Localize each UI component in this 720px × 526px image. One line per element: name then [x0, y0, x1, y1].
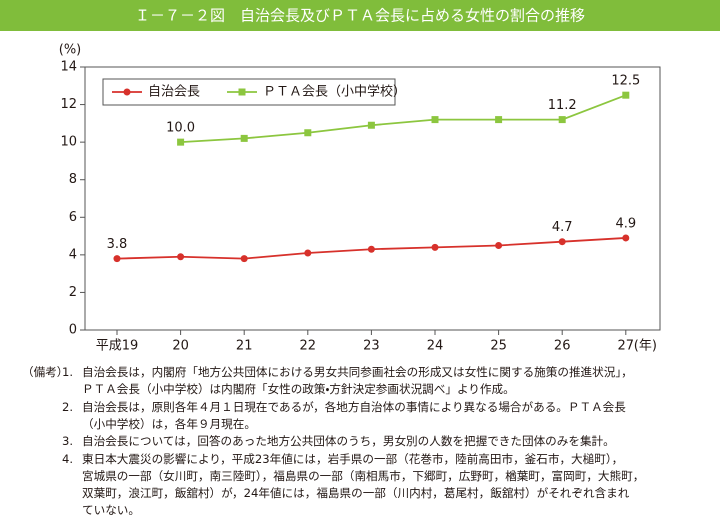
note-number: 3. [62, 434, 74, 449]
data-label: 11.2 [548, 98, 577, 113]
note-item: 2. 自治会長は，原則各年４月１日現在であるが，各地方自治体の事情により異なる場合… [62, 399, 626, 434]
y-unit: (%) [59, 43, 82, 58]
x-tick-label: 20 [172, 339, 189, 354]
point [177, 138, 185, 146]
point [495, 116, 503, 124]
note-line: 自治会長は，原則各年４月１日現在であるが，各地方自治体の事情により異なる場合があ… [82, 399, 626, 414]
note-line: 東日本大震災の影響により，平成23年値には，岩手県の一部（花巻市，陸前高田市，釜… [82, 451, 624, 466]
note-number: 2. [62, 399, 74, 414]
point [113, 255, 121, 263]
note-item: 1. 自治会長は，内閣府「地方公共団体における男女共同参画社会の形成又は女性に関す… [62, 364, 633, 399]
x-tick-label: 23 [363, 339, 380, 354]
point [558, 238, 566, 246]
data-label: 4.7 [552, 220, 573, 235]
point [304, 249, 312, 257]
note-line: 自治会長については，回答のあった地方公共団体のうち，男女別の人数を把握できた団体… [82, 434, 615, 449]
note-line: （小中学校）は，各年９月現在。 [82, 416, 256, 431]
point [367, 121, 375, 129]
x-tick-label: 27 [618, 339, 635, 354]
x-unit: (年) [634, 339, 657, 354]
x-tick-label: 22 [300, 339, 317, 354]
x-tick-label: 25 [490, 339, 507, 354]
note-number: 1. [62, 365, 74, 379]
point [622, 234, 630, 242]
notes-heading: （備考） [22, 365, 69, 379]
y-tick-label: 4 [69, 247, 77, 262]
x-tick-label: 24 [427, 339, 444, 354]
point [431, 243, 439, 251]
data-label: 3.8 [107, 237, 128, 252]
note-line: 双葉町，浪江町，飯舘村）が，24年値には，福島県の一部（川内村，葛尾村，飯舘村）… [82, 486, 630, 501]
y-tick-label: 2 [69, 285, 77, 300]
point [240, 255, 248, 263]
y-tick-label: 12 [60, 97, 77, 112]
point [240, 134, 248, 142]
y-tick-label: 14 [60, 60, 77, 75]
legend-label: ＰＴＡ会長（小中学校） [263, 84, 406, 100]
note-line: 自治会長は，内閣府「地方公共団体における男女共同参画社会の形成又は女性に関する施… [82, 365, 633, 379]
data-label: 10.0 [166, 121, 195, 136]
legend-marker [238, 88, 246, 96]
y-tick-label: 10 [60, 135, 77, 150]
note-line: ていない。 [82, 503, 140, 518]
point [495, 241, 503, 249]
data-label: 4.9 [615, 216, 636, 231]
point [177, 253, 185, 261]
x-tick-label: 26 [554, 339, 571, 354]
y-tick-label: 6 [69, 210, 77, 225]
note-number: 4. [62, 451, 74, 466]
chart-title: Ｉ－７－２図 自治会長及びＰＴＡ会長に占める女性の割合の推移 [135, 7, 585, 25]
note-item: 3. 自治会長については，回答のあった地方公共団体のうち，男女別の人数を把握できた… [62, 433, 615, 450]
point [431, 116, 439, 124]
x-tick-label: 平成19 [96, 339, 139, 354]
x-tick-label: 21 [236, 339, 253, 354]
point [622, 91, 630, 99]
point [304, 129, 312, 137]
y-tick-label: 0 [69, 323, 77, 338]
plot-frame [84, 66, 661, 331]
point [367, 245, 375, 253]
series-line [180, 94, 627, 144]
note-line: ＰＴＡ会長（小中学校）は内閣府「女性の政策・方針決定参画状況調べ」より作成。 [82, 382, 515, 397]
data-label: 12.5 [611, 74, 640, 89]
note-line: 宮城県の一部（女川町，南三陸町），福島県の一部（南相馬市，下郷町，広野町，楢葉町… [82, 468, 645, 483]
title-bar [0, 0, 720, 31]
legend-marker [123, 88, 131, 96]
y-tick-label: 8 [69, 172, 77, 187]
legend-label: 自治会長 [148, 85, 200, 100]
chart: Ｉ－７－２図 自治会長及びＰＴＡ会長に占める女性の割合の推移 (%) 02468… [0, 0, 720, 354]
note-item: 4. 東日本大震災の影響により，平成23年値には，岩手県の一部（花巻市，陸前高田市… [62, 451, 644, 520]
point [558, 116, 566, 124]
